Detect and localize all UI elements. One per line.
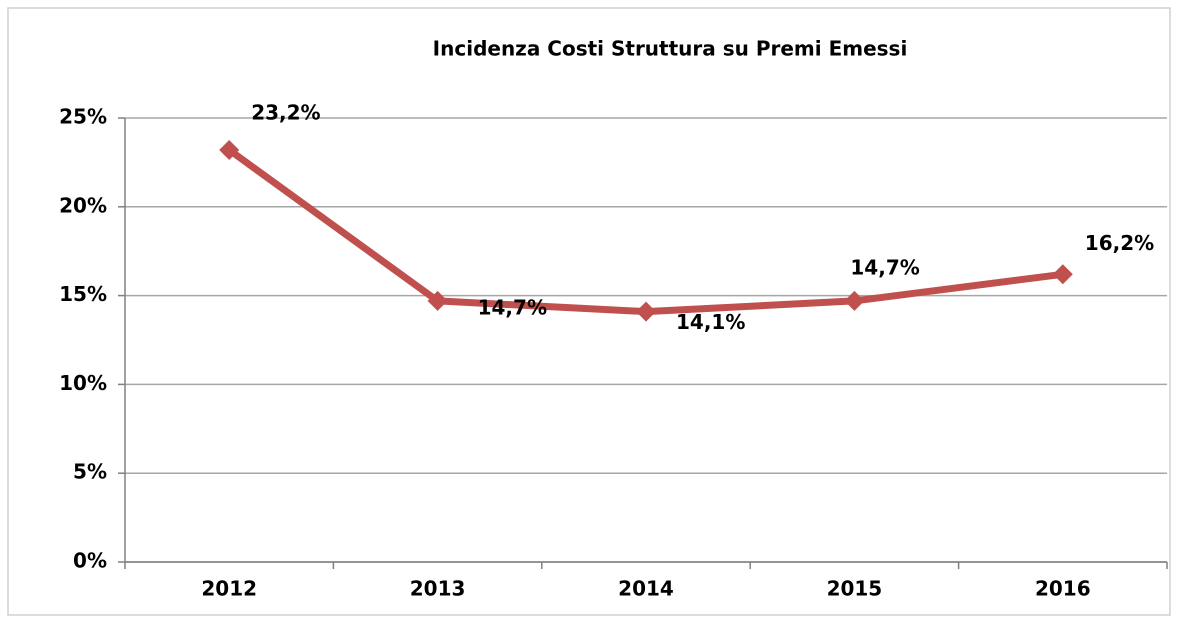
marker xyxy=(1052,264,1073,285)
x-tick-label: 2015 xyxy=(827,577,883,601)
y-tick-label: 25% xyxy=(59,105,107,129)
chart-title: Incidenza Costi Struttura su Premi Emess… xyxy=(433,37,908,61)
marker xyxy=(636,301,656,322)
y-tick-label: 20% xyxy=(59,193,107,217)
x-tick-label: 2016 xyxy=(1035,577,1091,601)
marker xyxy=(427,290,448,311)
data-label: 14,7% xyxy=(850,255,919,279)
x-tick-label: 2013 xyxy=(410,577,466,601)
marker xyxy=(219,139,240,160)
y-tick-label: 0% xyxy=(73,549,107,573)
data-label: 14,1% xyxy=(676,310,745,334)
y-tick-label: 5% xyxy=(73,460,107,484)
y-tick-label: 15% xyxy=(59,282,107,306)
x-tick-label: 2012 xyxy=(201,577,257,601)
marker xyxy=(844,290,865,311)
data-label: 16,2% xyxy=(1085,231,1154,255)
y-tick-label: 10% xyxy=(59,371,107,395)
data-label: 14,7% xyxy=(478,295,547,319)
data-label: 23,2% xyxy=(251,100,320,124)
x-tick-label: 2014 xyxy=(618,577,674,601)
